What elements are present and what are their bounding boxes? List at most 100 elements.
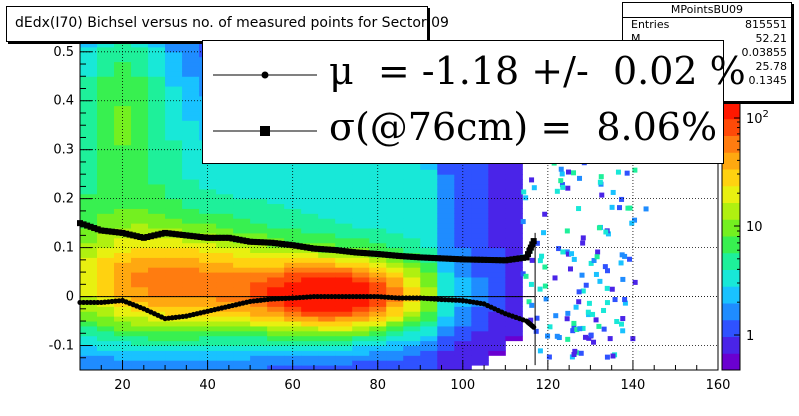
data-point (342, 248, 349, 255)
data-point (339, 247, 346, 254)
stats-row: 25.78 (623, 60, 791, 74)
y-tick-label: 0.2 (53, 192, 74, 207)
x-tick-label: 120 (535, 378, 560, 393)
data-point (314, 245, 321, 252)
legend-marker-square (213, 126, 317, 136)
data-point (417, 254, 424, 261)
x-tick-label: 80 (369, 378, 386, 393)
data-point (527, 244, 534, 251)
data-point (424, 254, 431, 261)
data-point (190, 233, 197, 240)
data-point (115, 229, 122, 236)
data-point (193, 233, 200, 240)
data-point (481, 256, 488, 263)
x-tick-label: 100 (450, 378, 475, 393)
data-point (126, 231, 133, 238)
data-point (523, 254, 530, 261)
data-point (172, 231, 179, 238)
data-point (325, 246, 332, 253)
data-point (282, 241, 289, 248)
data-point (399, 253, 406, 260)
data-point (257, 239, 264, 246)
data-point (516, 255, 523, 262)
data-point (119, 229, 126, 236)
data-point (466, 256, 473, 263)
data-point (520, 254, 527, 261)
data-point (353, 249, 360, 256)
data-point (360, 249, 367, 256)
y-tick-label: 0.4 (53, 94, 74, 109)
data-point (105, 228, 112, 235)
stats-value: 52.21 (755, 32, 788, 45)
data-point (91, 225, 98, 232)
data-point (208, 234, 215, 241)
data-point (108, 228, 115, 235)
data-point (502, 257, 509, 264)
data-point (133, 233, 140, 240)
data-point (364, 250, 371, 257)
data-point (498, 257, 505, 264)
data-point (378, 251, 385, 258)
x-axis: 20 40 60 80 100 120 140 160 (79, 360, 730, 393)
data-point (442, 255, 449, 262)
data-point (509, 256, 516, 263)
data-point (247, 238, 254, 245)
data-point (434, 255, 441, 262)
data-point (530, 238, 537, 245)
data-point (525, 251, 532, 258)
data-point (367, 250, 374, 257)
data-point (470, 256, 477, 263)
data-point (488, 257, 495, 264)
chart-title: dEdx(I70) Bichsel versus no. of measured… (15, 15, 449, 31)
stats-value: 0.1345 (748, 74, 788, 87)
x-tick-label: 40 (199, 378, 216, 393)
x-tick-label: 20 (114, 378, 131, 393)
data-point (392, 252, 399, 259)
data-point (452, 256, 459, 263)
z-tick-label: 102 (746, 109, 769, 127)
stats-row: Entries 815551 (623, 18, 791, 32)
data-point (321, 246, 328, 253)
data-point (279, 240, 286, 247)
data-point (215, 234, 222, 241)
data-point (318, 246, 325, 253)
data-point (154, 231, 161, 238)
data-point (473, 256, 480, 263)
data-point (406, 253, 413, 260)
data-point (495, 257, 502, 264)
data-point (222, 234, 229, 241)
stats-key: Entries (631, 18, 670, 31)
data-point (123, 230, 130, 237)
z-tick-label: 1 (746, 329, 754, 344)
data-point (271, 240, 278, 247)
data-point (300, 243, 307, 250)
y-tick-label: -0.1 (49, 339, 74, 354)
data-point (335, 247, 342, 254)
data-point (250, 238, 257, 245)
data-point (144, 234, 151, 241)
data-point (293, 242, 300, 249)
stats-value: 25.78 (755, 60, 788, 73)
y-tick-label: 0.1 (53, 241, 74, 256)
data-point (211, 234, 218, 241)
data-point (80, 221, 87, 228)
data-point (151, 232, 158, 239)
legend-text-mu: μ = -1.18 +/- 0.02 % (329, 49, 746, 93)
data-point (229, 235, 236, 242)
data-point (204, 234, 211, 241)
data-point (261, 239, 268, 246)
data-point (403, 253, 410, 260)
x-tick-label: 60 (284, 378, 301, 393)
y-tick-label: 0.5 (53, 45, 74, 60)
y-tick-label: 0.3 (53, 143, 74, 158)
data-point (529, 241, 536, 248)
data-point (410, 253, 417, 260)
color-bar: 1 10 102 (721, 101, 769, 371)
data-point (374, 250, 381, 257)
data-point (140, 234, 147, 241)
stats-value: 0.03855 (741, 46, 788, 59)
data-point (147, 233, 154, 240)
data-point (275, 240, 282, 247)
stats-row: 0.1345 (623, 74, 791, 88)
data-point (427, 254, 434, 261)
